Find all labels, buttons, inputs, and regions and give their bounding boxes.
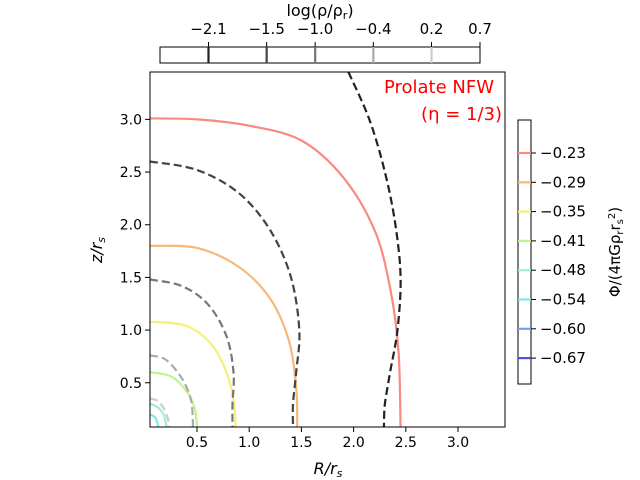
annotation-line-1: Prolate NFW xyxy=(384,77,494,98)
y-tick-label: 0.5 xyxy=(120,376,142,392)
x-axis-label: R/rs xyxy=(314,459,343,480)
right-colorbar: −0.23 −0.29 −0.35 −0.41 −0.48 −0.54 −0.60 −0.67… xyxy=(517,119,626,385)
right-colorbar-tick-label: −0.67 xyxy=(540,349,586,367)
annotation-line-2: (η = 1/3) xyxy=(421,104,502,125)
y-tick-label: 2.5 xyxy=(120,165,142,181)
x-tick-label: 3.0 xyxy=(447,435,469,451)
density-contour-2 xyxy=(150,278,235,427)
y-tick-label: 1.5 xyxy=(120,270,142,286)
x-axis-ticks: 0.5 1.0 1.5 2.0 2.5 3.0 xyxy=(186,427,469,451)
y-tick-label: 3.0 xyxy=(120,112,142,128)
top-colorbar-tick-labels: −2.1 −1.5 −1.0 −0.4 0.2 0.7 xyxy=(190,20,492,47)
potential-contour-1 xyxy=(150,244,299,427)
y-axis-ticks: 0.5 1.0 1.5 2.0 2.5 3.0 xyxy=(120,112,150,392)
right-colorbar-tick-label: −0.29 xyxy=(540,173,586,191)
right-colorbar-tick-labels: −0.23 −0.29 −0.35 −0.41 −0.48 −0.54 −0.60 −0.67 xyxy=(531,144,586,367)
plot-area: 0.5 1.0 1.5 2.0 2.5 3.0 0.5 1.0 1.5 2.0 2.5 3.0 R/… xyxy=(87,71,506,480)
y-tick-label: 2.0 xyxy=(120,218,142,234)
plot-frame xyxy=(149,71,506,428)
density-contour-3 xyxy=(150,354,195,427)
y-tick-label: 1.0 xyxy=(120,323,142,339)
density-contour-1 xyxy=(150,160,301,427)
top-colorbar-label: log(ρ/ρr) xyxy=(286,1,353,22)
top-colorbar-frame xyxy=(159,46,481,64)
density-contour-4 xyxy=(150,397,170,427)
density-contour-0 xyxy=(347,72,402,427)
x-tick-label: 0.5 xyxy=(186,435,208,451)
potential-contour-0 xyxy=(150,117,402,427)
potential-contour-2 xyxy=(150,320,237,427)
top-colorbar-tick-label: −1.5 xyxy=(248,20,284,38)
right-colorbar-tick-label: −0.41 xyxy=(540,232,586,250)
potential-contour-3 xyxy=(150,371,199,427)
top-colorbar-tick-label: 0.7 xyxy=(468,20,492,38)
top-colorbar-tick-label: 0.2 xyxy=(420,20,444,38)
x-tick-label: 1.0 xyxy=(238,435,260,451)
right-colorbar-tick-label: −0.23 xyxy=(540,144,586,162)
right-colorbar-label: Φ/(4πGρrrs2) xyxy=(606,207,626,297)
top-colorbar: log(ρ/ρr) −2.1 −1.5 −1.0 −0.4 0.2 0.7 xyxy=(159,1,492,64)
top-colorbar-lines xyxy=(207,47,433,63)
top-colorbar-tick-label: −2.1 xyxy=(190,20,226,38)
top-colorbar-tick-label: −1.0 xyxy=(297,20,333,38)
potential-contour-4 xyxy=(150,402,168,427)
x-tick-label: 2.5 xyxy=(395,435,417,451)
right-colorbar-tick-label: −0.35 xyxy=(540,203,586,221)
right-colorbar-frame xyxy=(517,119,532,385)
x-tick-label: 1.5 xyxy=(290,435,312,451)
potential-contour-5 xyxy=(150,413,160,427)
right-colorbar-tick-label: −0.60 xyxy=(540,320,586,338)
right-colorbar-tick-label: −0.54 xyxy=(540,291,586,309)
y-axis-label: z/rs xyxy=(87,237,108,264)
right-colorbar-tick-label: −0.48 xyxy=(540,261,586,279)
top-colorbar-tick-label: −0.4 xyxy=(355,20,391,38)
x-tick-label: 2.0 xyxy=(342,435,364,451)
contour-curves xyxy=(150,72,402,427)
right-colorbar-lines xyxy=(518,151,531,360)
